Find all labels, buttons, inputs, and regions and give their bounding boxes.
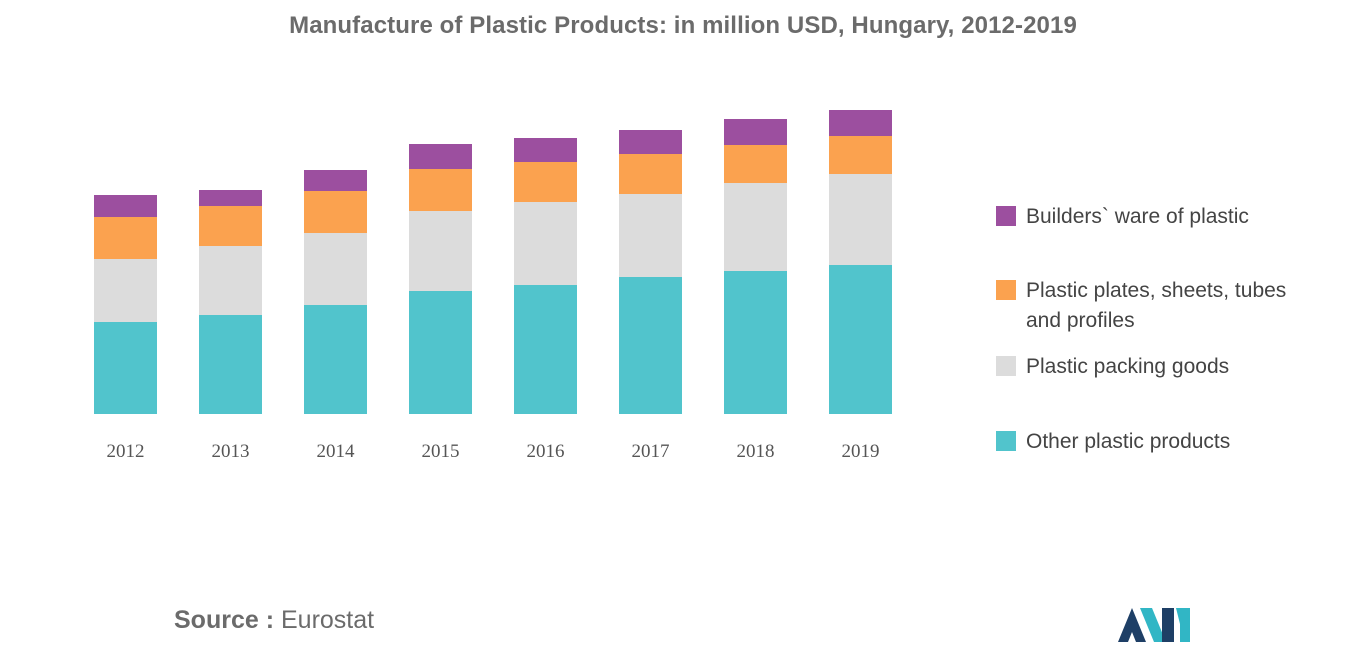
x-tick-label-2015: 2015	[422, 441, 460, 462]
logo-shape-right	[1162, 608, 1174, 642]
bar-segment-2018-series-1	[724, 183, 787, 271]
x-tick-label-2016: 2016	[527, 441, 565, 462]
x-tick-label-2014: 2014	[317, 441, 356, 462]
x-tick-label-2012: 2012	[107, 441, 145, 462]
bar-segment-2015-series-0	[409, 291, 472, 414]
bar-segment-2015-series-2	[409, 169, 472, 211]
legend-swatch-other-plastic	[996, 431, 1016, 451]
bar-segment-2017-series-2	[619, 154, 682, 194]
logo-shape-accent	[1176, 608, 1190, 642]
x-tick-label-2019: 2019	[842, 441, 880, 462]
legend-item-packing-goods: Plastic packing goods	[996, 352, 1316, 382]
legend-swatch-plates-sheets	[996, 280, 1016, 300]
bar-segment-2017-series-1	[619, 194, 682, 277]
chart-title: Manufacture of Plastic Products: in mill…	[289, 12, 1077, 39]
bar-segment-2012-series-1	[94, 259, 157, 322]
bar-segment-2014-series-0	[304, 305, 367, 414]
bar-segment-2013-series-1	[199, 246, 262, 315]
legend-label-packing-goods: Plastic packing goods	[1026, 355, 1230, 378]
bar-segment-2018-series-3	[724, 119, 787, 145]
bar-segment-2019-series-0	[829, 265, 892, 414]
legend-item-other-plastic: Other plastic products	[996, 427, 1316, 457]
source-value: Eurostat	[280, 606, 375, 634]
source-label: Source :	[174, 606, 275, 634]
legend-label-plates-sheets: Plastic plates, sheets, tubes and profil…	[1026, 279, 1287, 332]
bar-segment-2018-series-0	[724, 271, 787, 414]
bar-segment-2017-series-3	[619, 130, 682, 154]
bar-segment-2016-series-2	[514, 162, 577, 202]
bar-segment-2019-series-2	[829, 136, 892, 174]
bar-segment-2012-series-0	[94, 322, 157, 414]
source-note: Source : Eurostat	[174, 606, 374, 635]
bar-segment-2014-series-1	[304, 233, 367, 305]
brand-logo	[1118, 608, 1190, 642]
legend-item-builders-ware: Builders` ware of plastic	[996, 202, 1316, 232]
bar-segment-2016-series-3	[514, 138, 577, 162]
legend-label-builders-ware: Builders` ware of plastic	[1026, 205, 1249, 228]
bar-segment-2014-series-3	[304, 170, 367, 191]
legend-swatch-builders-ware	[996, 206, 1016, 226]
legend-item-plates-sheets: Plastic plates, sheets, tubes and profil…	[996, 276, 1316, 336]
logo-shape-mid	[1140, 608, 1166, 642]
x-tick-label-2018: 2018	[737, 441, 775, 462]
bar-segment-2014-series-2	[304, 191, 367, 233]
legend-swatch-packing-goods	[996, 356, 1016, 376]
bar-segment-2016-series-0	[514, 285, 577, 414]
bar-segment-2013-series-2	[199, 206, 262, 246]
bar-segment-2013-series-3	[199, 190, 262, 206]
bar-segment-2015-series-3	[409, 144, 472, 169]
bar-segment-2012-series-3	[94, 195, 157, 217]
bar-segment-2018-series-2	[724, 145, 787, 183]
x-tick-label-2013: 2013	[212, 441, 250, 462]
bar-segment-2019-series-1	[829, 174, 892, 265]
bar-segment-2017-series-0	[619, 277, 682, 414]
bar-segment-2012-series-2	[94, 217, 157, 259]
legend-label-other-plastic: Other plastic products	[1026, 430, 1231, 453]
bar-segment-2019-series-3	[829, 110, 892, 136]
bar-segment-2016-series-1	[514, 202, 577, 285]
logo-shape-left	[1118, 608, 1146, 642]
bars-group	[94, 110, 892, 414]
x-axis-ticks: 2012 2013 2014 2015 2016 2017 2018 2019	[107, 441, 880, 462]
bar-segment-2013-series-0	[199, 315, 262, 414]
x-tick-label-2017: 2017	[632, 441, 670, 462]
bar-segment-2015-series-1	[409, 211, 472, 291]
